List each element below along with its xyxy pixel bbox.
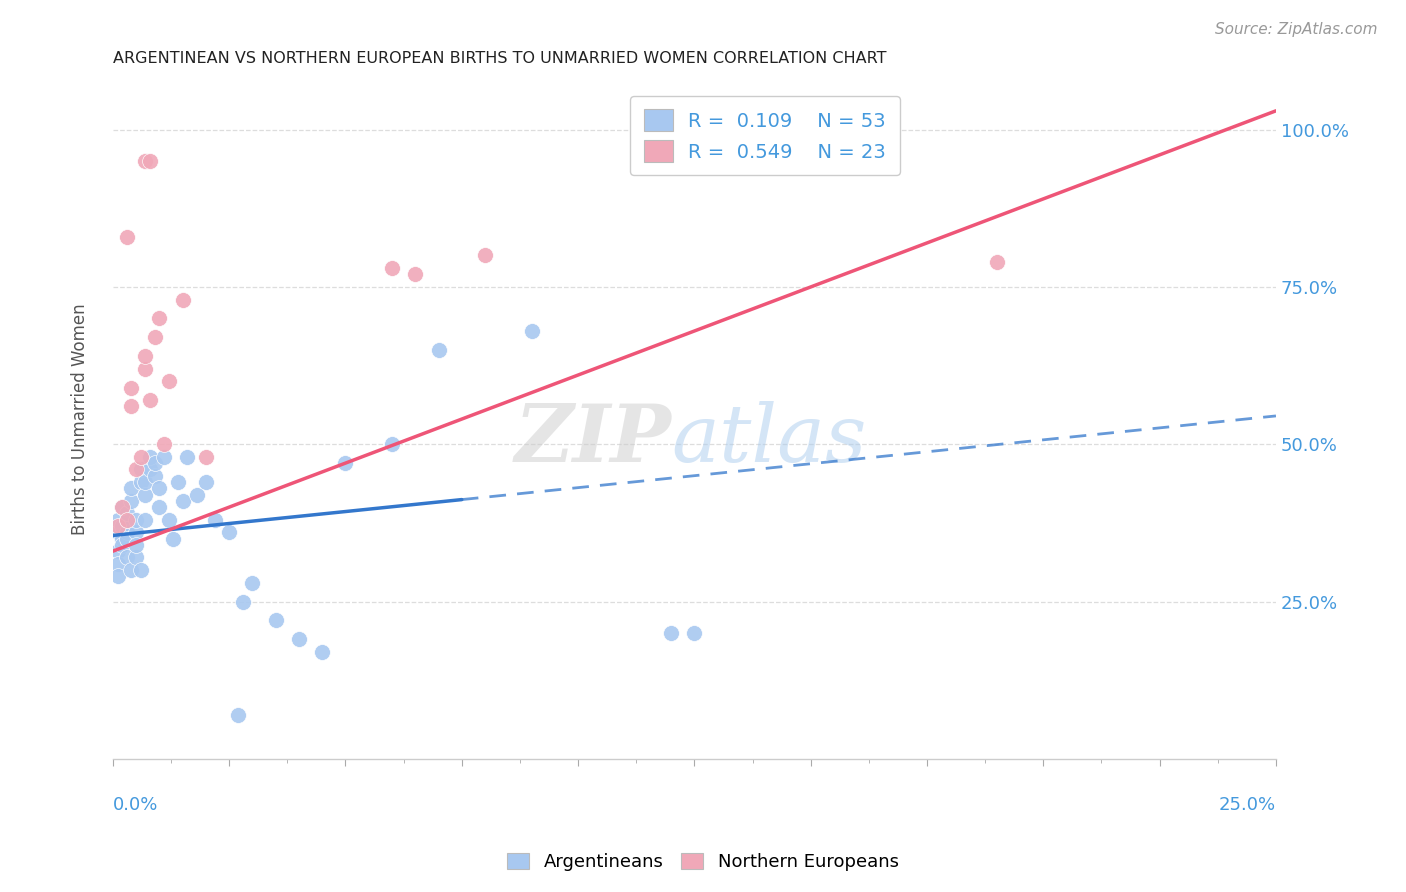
Point: [176, 450, 198, 464]
Point: [134, 513, 156, 527]
Point: [129, 450, 152, 464]
Point: [143, 468, 166, 483]
Point: [125, 550, 148, 565]
Point: [167, 475, 190, 489]
Point: [125, 525, 148, 540]
Point: [115, 507, 138, 521]
Point: [474, 248, 496, 262]
Point: [172, 293, 194, 307]
Point: [162, 532, 184, 546]
Legend: Argentineans, Northern Europeans: Argentineans, Northern Europeans: [501, 846, 905, 879]
Point: [120, 481, 142, 495]
Point: [129, 475, 152, 489]
Legend: R =  0.109    N = 53, R =  0.549    N = 23: R = 0.109 N = 53, R = 0.549 N = 23: [630, 95, 900, 175]
Point: [335, 456, 357, 470]
Text: Source: ZipAtlas.com: Source: ZipAtlas.com: [1215, 22, 1378, 37]
Point: [288, 632, 311, 647]
Point: [427, 343, 450, 357]
Point: [111, 532, 134, 546]
Text: atlas: atlas: [671, 401, 866, 478]
Point: [134, 475, 156, 489]
Point: [120, 400, 142, 414]
Point: [115, 532, 138, 546]
Point: [264, 613, 287, 627]
Point: [107, 544, 129, 558]
Point: [404, 268, 426, 282]
Point: [228, 707, 250, 722]
Point: [143, 456, 166, 470]
Point: [134, 487, 156, 501]
Point: [129, 563, 152, 577]
Point: [139, 154, 162, 169]
Point: [115, 513, 138, 527]
Point: [111, 519, 134, 533]
Point: [186, 487, 208, 501]
Point: [125, 462, 148, 476]
Point: [120, 381, 142, 395]
Point: [232, 594, 254, 608]
Point: [115, 513, 138, 527]
Text: 25.0%: 25.0%: [1219, 797, 1277, 814]
Point: [139, 450, 162, 464]
Point: [107, 519, 129, 533]
Point: [148, 311, 170, 326]
Point: [107, 513, 129, 527]
Point: [148, 481, 170, 495]
Text: ARGENTINEAN VS NORTHERN EUROPEAN BIRTHS TO UNMARRIED WOMEN CORRELATION CHART: ARGENTINEAN VS NORTHERN EUROPEAN BIRTHS …: [112, 51, 886, 66]
Point: [153, 450, 176, 464]
Point: [157, 374, 180, 388]
Point: [986, 254, 1008, 268]
Point: [172, 493, 194, 508]
Point: [520, 324, 543, 338]
Point: [242, 575, 264, 590]
Point: [157, 513, 180, 527]
Point: [115, 550, 138, 565]
Point: [683, 626, 706, 640]
Point: [111, 538, 134, 552]
Point: [134, 154, 156, 169]
Text: 0.0%: 0.0%: [112, 797, 159, 814]
Point: [125, 538, 148, 552]
Point: [218, 525, 240, 540]
Point: [381, 437, 404, 451]
Point: [120, 493, 142, 508]
Point: [659, 626, 682, 640]
Point: [125, 513, 148, 527]
Point: [153, 437, 176, 451]
Point: [194, 450, 217, 464]
Point: [148, 500, 170, 515]
Point: [139, 393, 162, 408]
Y-axis label: Births to Unmarried Women: Births to Unmarried Women: [72, 303, 89, 535]
Point: [115, 525, 138, 540]
Point: [143, 330, 166, 344]
Point: [381, 261, 404, 276]
Point: [134, 361, 156, 376]
Point: [107, 569, 129, 583]
Point: [139, 462, 162, 476]
Point: [194, 475, 217, 489]
Point: [111, 500, 134, 515]
Point: [134, 349, 156, 363]
Point: [111, 500, 134, 515]
Point: [129, 462, 152, 476]
Text: ZIP: ZIP: [515, 401, 671, 478]
Point: [115, 229, 138, 244]
Point: [204, 513, 226, 527]
Point: [107, 525, 129, 540]
Point: [311, 645, 333, 659]
Point: [120, 563, 142, 577]
Point: [107, 557, 129, 571]
